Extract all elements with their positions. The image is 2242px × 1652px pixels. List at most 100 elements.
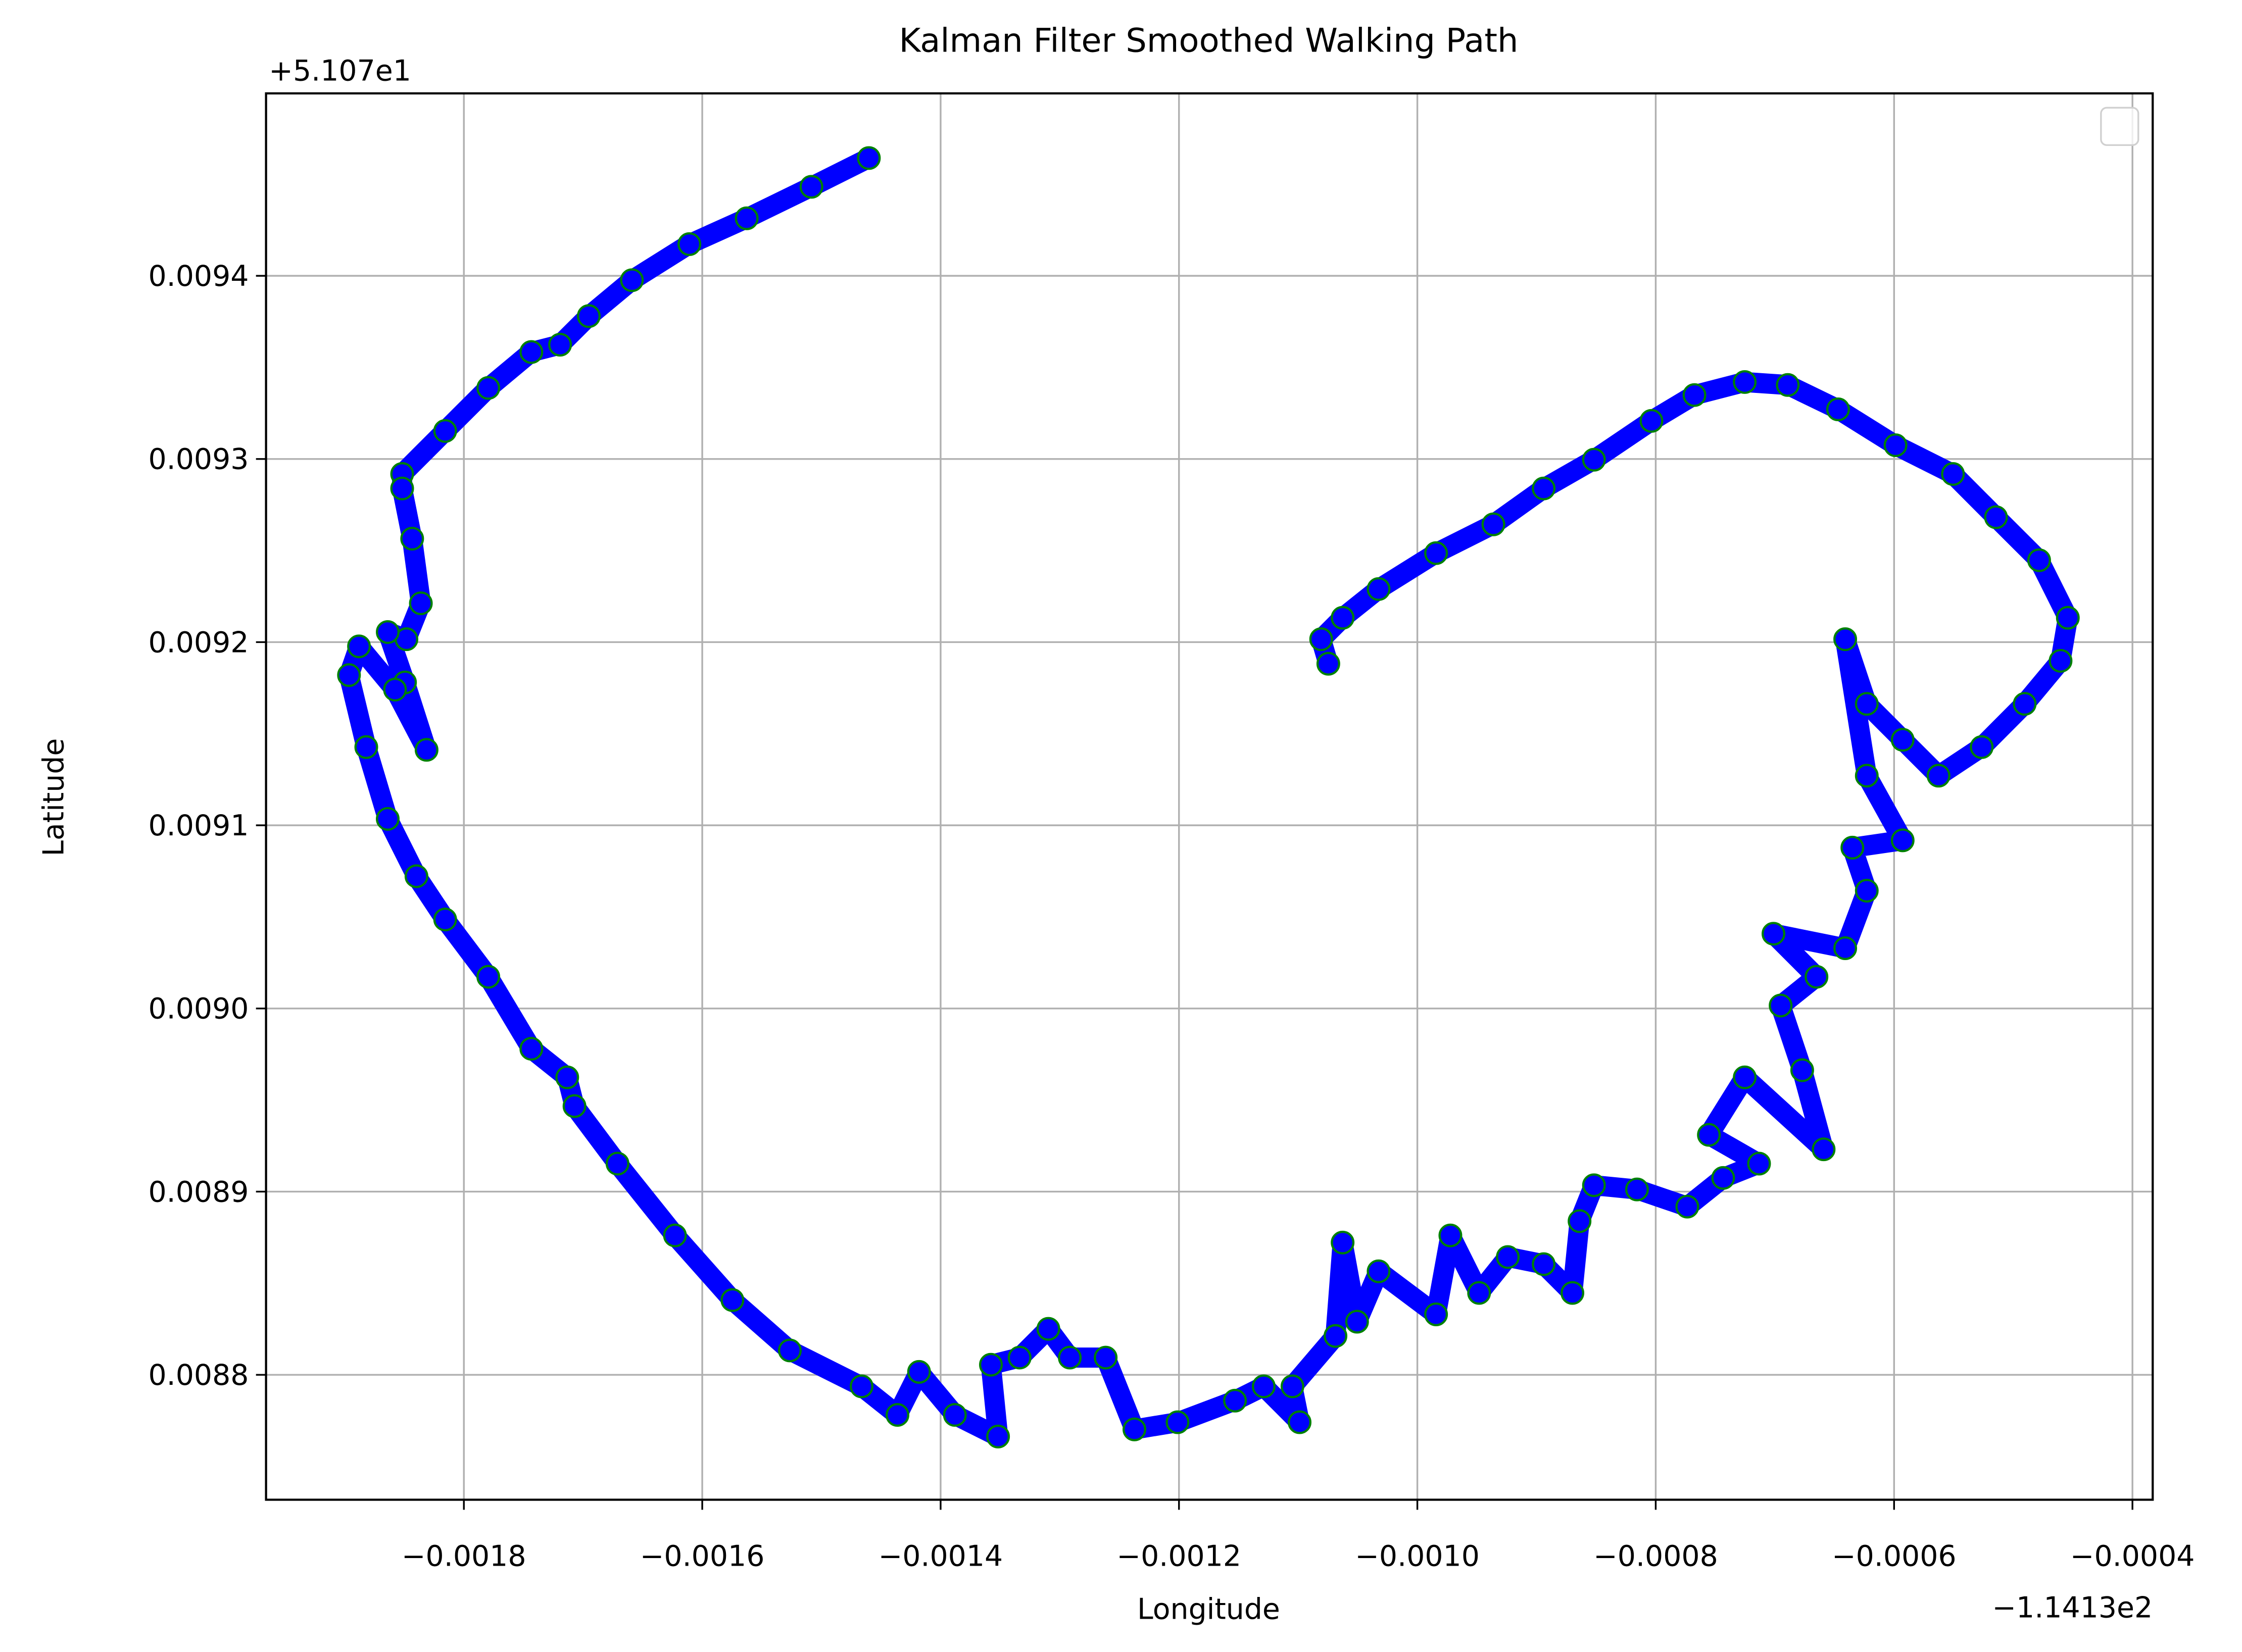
path-point (1970, 735, 1994, 759)
x-tick-label: −0.0008 (1593, 1539, 1718, 1573)
path-point (519, 340, 544, 364)
y-tick-label: 0.0093 (148, 443, 249, 476)
y-tick-label: 0.0091 (148, 809, 249, 842)
path-point (1826, 397, 1850, 421)
path-point (1288, 1410, 1311, 1434)
path-point (414, 738, 438, 762)
path-point (1747, 1152, 1771, 1176)
plot-frame (265, 92, 2154, 1501)
path-point (2013, 692, 2037, 716)
path-point (376, 620, 400, 644)
path-point (555, 1065, 579, 1089)
path-point (1625, 1177, 1649, 1202)
path-point (347, 634, 371, 659)
path-point (1316, 652, 1340, 676)
path-point (907, 1360, 931, 1384)
path-point (562, 1094, 587, 1118)
path-point (605, 1152, 629, 1176)
y-offset-label: +5.107e1 (269, 54, 411, 87)
path-point (1941, 462, 1965, 486)
path-point (1561, 1281, 1585, 1305)
chart-title: Kalman Filter Smoothed Walking Path (899, 21, 1519, 60)
path-point (1058, 1345, 1082, 1370)
path-point (1094, 1345, 1118, 1370)
path-point (1331, 606, 1355, 630)
path-point (1805, 965, 1829, 989)
path-point (1424, 1303, 1448, 1326)
path-point (1926, 764, 1951, 788)
y-tick-label: 0.0089 (148, 1175, 249, 1209)
y-tick-label: 0.0094 (148, 260, 249, 293)
path-point (735, 206, 759, 230)
path-point (404, 864, 428, 888)
path-point (1855, 879, 1879, 903)
path-point (1496, 1245, 1520, 1269)
path-point (720, 1288, 745, 1312)
path-point (2027, 548, 2051, 572)
path-point (620, 268, 644, 292)
path-point (376, 807, 400, 831)
path-point (1007, 1345, 1032, 1370)
path-point (1467, 1281, 1491, 1305)
x-tick-label: −0.0018 (402, 1539, 526, 1573)
path-point (1309, 627, 1333, 652)
path-point (1776, 373, 1800, 397)
path-point (1855, 764, 1879, 788)
path-point (354, 735, 378, 759)
path-point (1568, 1209, 1592, 1233)
path-point (986, 1424, 1010, 1448)
y-tick-label: 0.0090 (148, 992, 249, 1026)
path-point (1639, 409, 1664, 433)
path-point (1711, 1166, 1735, 1190)
path-point (857, 146, 881, 170)
path-point (1345, 1310, 1369, 1334)
path-point (1833, 627, 1858, 652)
x-axis-label: Longitude (1137, 1593, 1280, 1626)
x-tick-label: −0.0006 (1832, 1539, 1957, 1573)
path-point (1855, 692, 1879, 716)
path-point (1582, 1173, 1606, 1197)
path-point (1280, 1374, 1304, 1398)
path-point (1833, 936, 1858, 960)
path-point (433, 419, 457, 443)
y-axis-label: Latitude (37, 738, 71, 857)
path-point (1424, 541, 1448, 565)
path-point (778, 1338, 802, 1363)
path-point (337, 663, 361, 687)
path-point (2049, 648, 2073, 673)
path-point (1367, 577, 1391, 601)
path-point (850, 1374, 873, 1398)
y-tick-label: 0.0088 (148, 1359, 249, 1392)
path-point (433, 908, 457, 932)
path-point (1367, 1259, 1391, 1283)
x-tick-label: −0.0012 (1116, 1539, 1241, 1573)
path-point (2056, 606, 2080, 630)
path-point (390, 476, 414, 500)
path-point (1769, 993, 1793, 1018)
path-point (1165, 1410, 1190, 1434)
path-point (1984, 505, 2008, 529)
x-tick-label: −0.0016 (640, 1539, 765, 1573)
path-point (1883, 433, 1908, 458)
path-point (663, 1223, 687, 1247)
path-point (1582, 447, 1606, 472)
path-point (1252, 1374, 1276, 1398)
path-point (943, 1403, 967, 1427)
path-point (1697, 1123, 1721, 1147)
path-point (1762, 922, 1786, 946)
path-point (577, 304, 601, 328)
y-tick-label: 0.0092 (148, 626, 249, 659)
x-tick-label: −0.0010 (1355, 1539, 1480, 1573)
legend-box (2100, 107, 2139, 146)
path-point (1331, 1230, 1355, 1255)
path-point (1733, 370, 1757, 394)
path-point (979, 1353, 1003, 1377)
path-point (677, 232, 702, 256)
path-line (338, 147, 2078, 1447)
path-point (1840, 835, 1865, 860)
path-point (886, 1403, 909, 1427)
path-point (1532, 1252, 1556, 1276)
path-point (1532, 476, 1556, 500)
